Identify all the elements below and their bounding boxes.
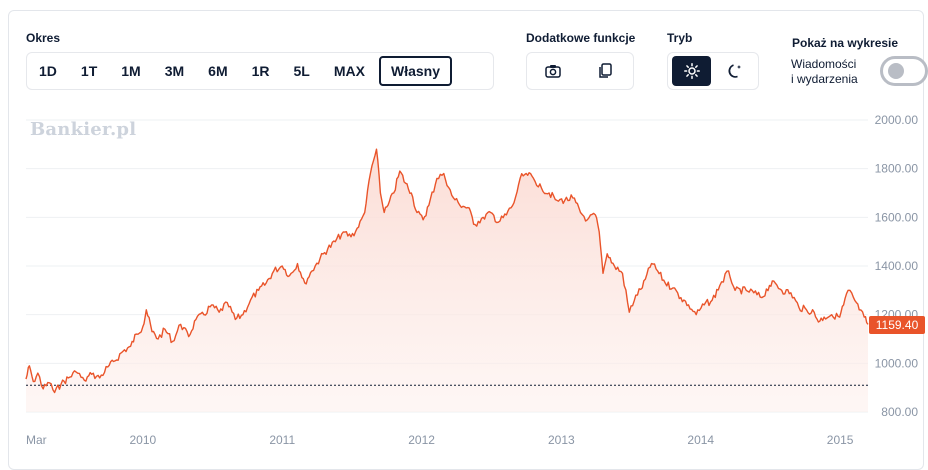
camera-icon	[545, 65, 561, 78]
sun-icon	[683, 63, 700, 79]
extras-button-group	[526, 52, 634, 90]
overlay-label: Pokaż na wykresie	[792, 36, 899, 50]
overlay-toggle-line2: i wydarzenia	[791, 72, 858, 86]
period-button-6m[interactable]: 6M	[208, 63, 228, 79]
y-tick-label: 2000.00	[875, 113, 919, 127]
x-tick-label: Mar	[26, 433, 47, 447]
period-button-group: 1D 1T 1M 3M 6M 1R 5L MAX Własny	[26, 52, 494, 90]
period-button-5l[interactable]: 5L	[293, 63, 310, 79]
moon-icon	[727, 64, 741, 78]
x-tick-label: 2014	[687, 433, 714, 447]
light-mode-button[interactable]	[672, 56, 711, 86]
period-button-1r[interactable]: 1R	[251, 63, 270, 79]
extras-label: Dodatkowe funkcje	[526, 31, 636, 45]
y-tick-label: 1800.00	[875, 162, 919, 176]
copy-icon	[599, 63, 612, 78]
period-button-max[interactable]: MAX	[333, 63, 365, 79]
camera-button[interactable]	[533, 56, 573, 86]
x-tick-label: 2010	[129, 433, 156, 447]
y-tick-label: 1400.00	[875, 259, 919, 273]
period-button-1m[interactable]: 1M	[121, 63, 141, 79]
period-button-3m[interactable]: 3M	[164, 63, 185, 79]
mode-button-group	[667, 52, 759, 90]
news-events-toggle[interactable]	[880, 56, 928, 86]
x-tick-label: 2012	[408, 433, 435, 447]
last-price-tag: 1159.40	[869, 316, 925, 334]
watermark: Bankier.pl	[30, 119, 137, 140]
period-button-1t[interactable]: 1T	[80, 63, 98, 79]
y-tick-label: 800.00	[881, 405, 918, 419]
series-line	[25, 148, 869, 394]
y-tick-label: 1000.00	[875, 356, 919, 370]
dark-mode-button[interactable]	[715, 56, 754, 86]
x-tick-label: 2011	[269, 433, 295, 447]
series-area	[26, 149, 868, 412]
y-tick-label: 1600.00	[875, 210, 919, 224]
period-button-1d[interactable]: 1D	[39, 63, 57, 79]
x-tick-label: 2013	[548, 433, 575, 447]
x-tick-label: 2015	[827, 433, 854, 447]
toggle-knob	[888, 63, 904, 79]
copy-button[interactable]	[585, 56, 625, 86]
period-label: Okres	[26, 31, 61, 45]
mode-label: Tryb	[667, 31, 693, 45]
period-button-własny[interactable]: Własny	[378, 56, 452, 86]
overlay-toggle-line1: Wiadomości	[791, 57, 857, 71]
